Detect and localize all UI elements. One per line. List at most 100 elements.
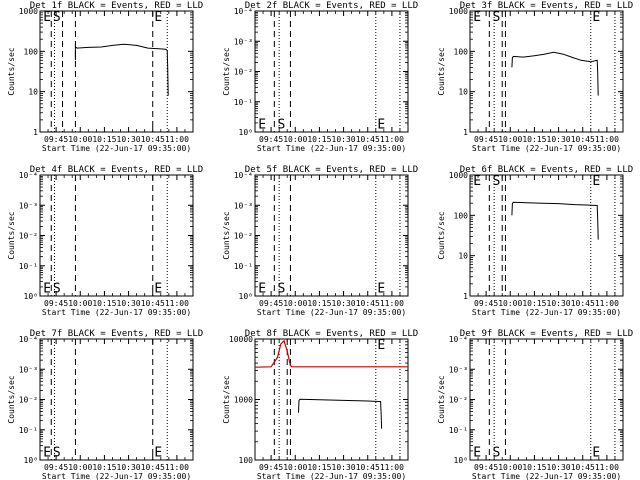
x-tick-label: 10:00 [68, 135, 92, 144]
x-tick-label: 09:45 [474, 299, 498, 308]
x-tick-label: 11:00 [380, 135, 404, 144]
detector-plot-8: Det 8f BLACK = Events, RED = LLD Counts/s… [222, 329, 418, 480]
detector-plot-7: Det 7f BLACK = Events, RED = LLD Counts/s… [7, 329, 203, 480]
y-tick-label: 1000 [449, 171, 468, 180]
plot-title: Det 8f BLACK = Events, RED = LLD [245, 329, 418, 339]
x-axis-label: Start Time (22-Jun-17 09:35:00) [42, 144, 191, 153]
plot-title: Det 9f BLACK = Events, RED = LLD [460, 329, 633, 339]
plot-frame [469, 10, 624, 133]
plot-frame [39, 10, 194, 133]
event-marker-label: E [43, 282, 51, 297]
plot-title: Det 3f BLACK = Events, RED = LLD [460, 1, 633, 11]
detector-plot-6: Det 6f BLACK = Events, RED = LLD Counts/s… [437, 165, 633, 317]
x-tick-label: 10:30 [547, 299, 571, 308]
y-tick-label: 10⁻³ [19, 365, 38, 374]
x-tick-label: 11:00 [595, 463, 619, 472]
x-tick-label: 09:45 [474, 463, 498, 472]
x-axis-label: Start Time (22-Jun-17 09:35:00) [257, 308, 406, 317]
event-marker-label: E [154, 10, 162, 25]
event-marker-label: E [592, 446, 600, 461]
plot-frame [469, 174, 624, 297]
y-axis-label: Counts/sec [7, 375, 16, 423]
y-tick-label: 10⁻⁴ [234, 171, 253, 180]
event-marker-label: E [377, 118, 385, 133]
plot-title: Det 1f BLACK = Events, RED = LLD [30, 1, 203, 11]
y-tick-label: 1000 [19, 7, 38, 16]
x-tick-label: 11:00 [595, 299, 619, 308]
detector-plot-3: Det 3f BLACK = Events, RED = LLD Counts/s… [437, 1, 633, 153]
y-tick-label: 10⁻³ [449, 365, 468, 374]
y-tick-label: 10⁻¹ [234, 262, 253, 271]
x-tick-label: 09:45 [44, 463, 68, 472]
plot-frame [39, 338, 194, 461]
event-marker-label: E [592, 174, 600, 189]
y-tick-label: 10⁻² [19, 232, 38, 241]
events-series-line [298, 398, 383, 429]
y-tick-label: 10 [28, 88, 38, 97]
y-tick-label: 10⁻⁴ [449, 335, 468, 344]
x-tick-label: 10:00 [283, 299, 307, 308]
detector-plot-5: Det 5f BLACK = Events, RED = LLD Counts/s… [222, 165, 418, 317]
event-marker-label: E [154, 446, 162, 461]
plot-title: Det 6f BLACK = Events, RED = LLD [460, 165, 633, 175]
y-axis-label: Counts/sec [437, 47, 446, 95]
x-tick-label: 10:30 [117, 135, 141, 144]
x-tick-label: 10:15 [522, 463, 546, 472]
x-tick-label: 09:45 [474, 135, 498, 144]
y-tick-label: 10⁻² [234, 68, 253, 77]
event-marker-label: S [493, 10, 501, 25]
event-marker-label: E [43, 10, 51, 25]
y-tick-label: 10 [458, 88, 468, 97]
x-tick-label: 10:30 [547, 463, 571, 472]
y-axis-label: Counts/sec [7, 211, 16, 259]
x-tick-label: 10:45 [141, 463, 165, 472]
y-tick-label: 1000 [234, 396, 253, 405]
y-axis-label: Counts/sec [437, 375, 446, 423]
event-marker-label: E [473, 174, 481, 189]
y-tick-label: 10⁻⁴ [19, 171, 38, 180]
x-tick-label: 10:30 [117, 463, 141, 472]
event-marker-label: S [53, 282, 61, 297]
x-tick-label: 10:30 [332, 135, 356, 144]
plot-title: Det 5f BLACK = Events, RED = LLD [245, 165, 418, 175]
x-tick-label: 11:00 [165, 299, 189, 308]
event-marker-label: S [493, 174, 501, 189]
x-tick-label: 10:15 [92, 299, 116, 308]
x-tick-label: 10:00 [498, 299, 522, 308]
x-tick-label: 10:15 [522, 135, 546, 144]
event-marker-label: S [53, 10, 61, 25]
detector-plot-9: Det 9f BLACK = Events, RED = LLD Counts/s… [437, 329, 633, 480]
x-tick-label: 10:30 [332, 299, 356, 308]
detector-plot-1: Det 1f BLACK = Events, RED = LLD Counts/s… [7, 1, 203, 153]
plot-frame [254, 10, 409, 133]
y-tick-label: 10⁰ [24, 292, 38, 301]
x-tick-label: 09:45 [259, 463, 283, 472]
event-marker-label: S [53, 446, 61, 461]
x-tick-label: 09:45 [259, 135, 283, 144]
x-axis-label: Start Time (22-Jun-17 09:35:00) [42, 472, 191, 480]
y-tick-label: 10⁻³ [234, 37, 253, 46]
y-tick-label: 10⁻³ [19, 201, 38, 210]
x-axis-label: Start Time (22-Jun-17 09:35:00) [257, 144, 406, 153]
x-tick-label: 11:00 [165, 135, 189, 144]
x-tick-label: 09:45 [44, 299, 68, 308]
y-tick-label: 100 [24, 47, 39, 56]
x-tick-label: 11:00 [165, 463, 189, 472]
plot-title: Det 2f BLACK = Events, RED = LLD [245, 1, 418, 11]
x-tick-label: 10:45 [571, 299, 595, 308]
x-tick-label: 10:45 [571, 135, 595, 144]
y-tick-label: 1 [463, 128, 468, 137]
y-tick-label: 10⁰ [24, 456, 38, 465]
detector-plot-2: Det 2f BLACK = Events, RED = LLD Counts/s… [222, 1, 418, 153]
x-tick-label: 10:00 [68, 463, 92, 472]
event-marker-label: S [493, 446, 501, 461]
x-tick-label: 10:15 [307, 135, 331, 144]
event-marker-label: S [278, 282, 286, 297]
plot-frame [254, 174, 409, 297]
y-tick-label: 10⁻⁴ [234, 7, 253, 16]
events-series-line [511, 51, 599, 96]
x-tick-label: 10:30 [332, 463, 356, 472]
x-tick-label: 10:00 [498, 135, 522, 144]
y-tick-label: 10⁰ [239, 292, 253, 301]
x-tick-label: 10:00 [283, 135, 307, 144]
